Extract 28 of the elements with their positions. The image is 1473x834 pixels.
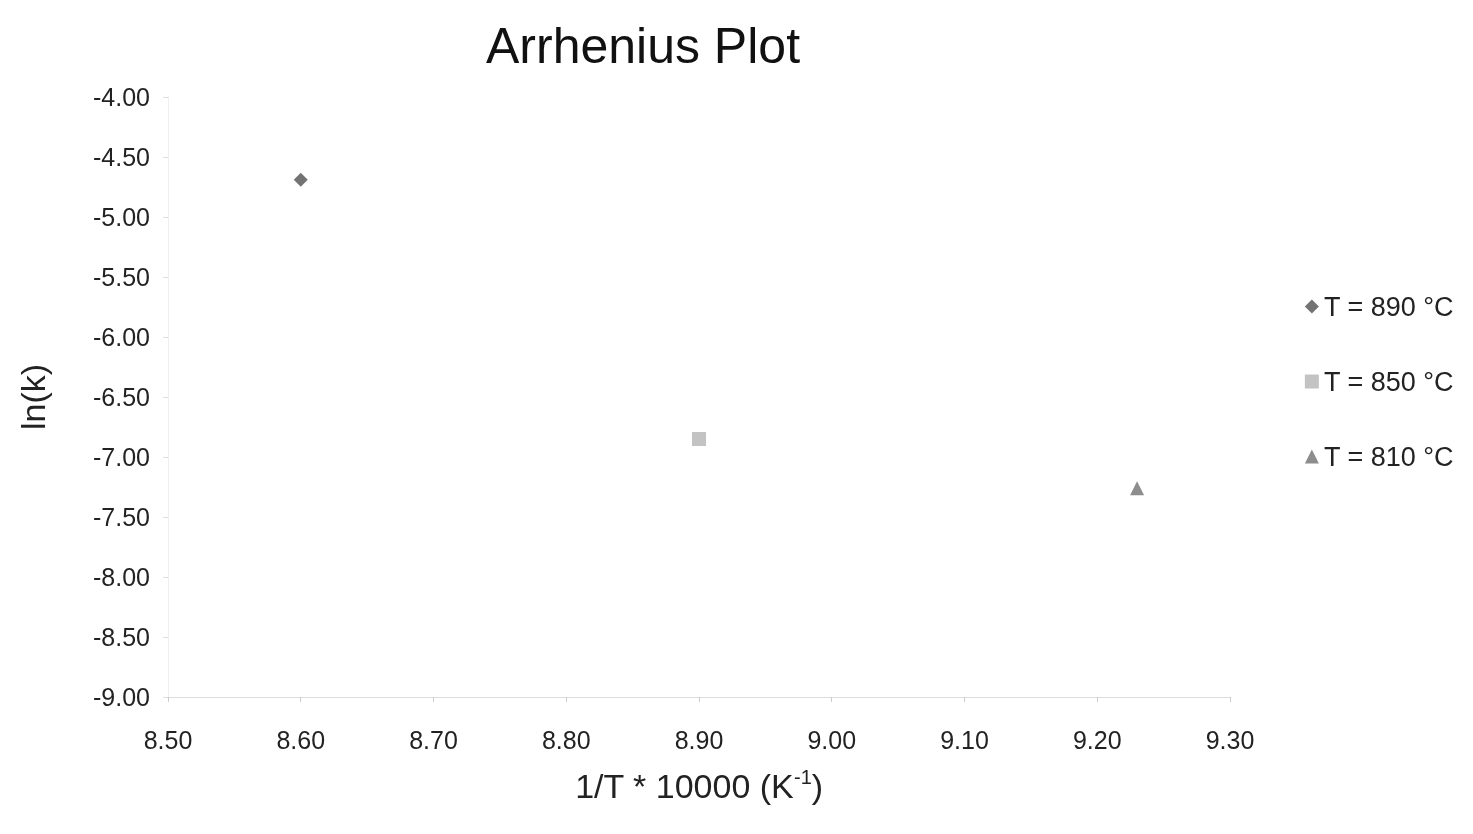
y-tick-label: -5.00 [93, 203, 150, 231]
x-tick-label: 8.50 [143, 725, 193, 754]
point [692, 432, 706, 446]
legend-label: T = 890 °C [1323, 291, 1454, 322]
y-tick-label: -7.50 [93, 503, 150, 531]
point [293, 172, 308, 187]
y-tick-label: -8.00 [93, 563, 150, 591]
y-tick-label: -4.50 [93, 143, 150, 171]
chart-title: Arrhenius Plot [485, 18, 801, 74]
x-tick-label: 9.30 [1205, 725, 1255, 754]
x-tick-label: 9.10 [940, 725, 989, 754]
y-tick-label: -5.50 [93, 263, 150, 291]
y-axis-title: ln(k) [14, 363, 52, 431]
x-tick-label: 8.90 [674, 725, 724, 754]
y-tick-label: -9.00 [93, 683, 150, 711]
y-tick-label: -6.00 [93, 323, 150, 351]
x-tick-label: 8.70 [409, 725, 458, 754]
x-tick-label: 8.80 [541, 725, 591, 754]
point [1130, 481, 1145, 496]
legend-label: T = 850 °C [1323, 366, 1454, 397]
y-tick-label: -7.00 [93, 443, 150, 471]
x-tick-label: 8.60 [276, 725, 326, 754]
y-tick-label: -6.50 [93, 383, 150, 411]
x-tick-label: 9.00 [807, 725, 857, 754]
y-tick-label: -4.00 [93, 83, 150, 111]
legend-label: T = 810 °C [1323, 441, 1454, 472]
x-tick-label: 9.20 [1072, 725, 1122, 754]
y-tick-label: -8.50 [93, 623, 150, 651]
